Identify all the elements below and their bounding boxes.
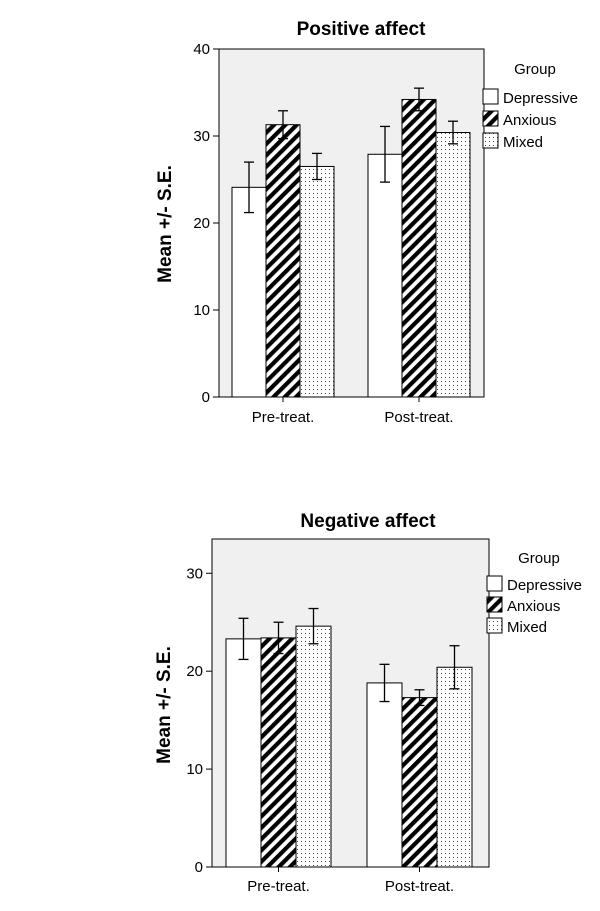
legend-label-mixed: Mixed bbox=[507, 619, 547, 636]
y-tick-label: 0 bbox=[202, 389, 210, 406]
legend-title: Group bbox=[514, 61, 556, 78]
legend-title: Group bbox=[518, 550, 560, 567]
negative-affect-chart: Negative affect Mean +/- S.E. 0 10 20 30 Pr… bbox=[154, 511, 582, 895]
bar-anxious-pre bbox=[265, 124, 301, 398]
bar-mixed-post bbox=[435, 132, 471, 398]
y-tick-label: 10 bbox=[193, 302, 210, 319]
chart-title: Negative affect bbox=[300, 511, 436, 532]
y-tick-label: 30 bbox=[193, 128, 210, 145]
x-axis: Pre-treat. Post-treat. bbox=[247, 867, 454, 895]
positive-affect-chart: Positive affect Mean +/- S.E. 010203040 … bbox=[155, 19, 578, 426]
legend-swatch-mixed bbox=[486, 617, 503, 634]
legend-swatch-depressive bbox=[486, 575, 503, 592]
y-tick-label: 0 bbox=[195, 859, 203, 876]
bar-depressive-pre bbox=[231, 186, 267, 398]
x-tick-label: Pre-treat. bbox=[252, 409, 315, 426]
bar-depressive-post bbox=[366, 682, 403, 868]
legend-swatch-depressive bbox=[482, 88, 499, 105]
x-tick-label: Post-treat. bbox=[384, 409, 453, 426]
y-axis: 0 10 20 30 40 bbox=[193, 41, 219, 406]
legend-swatch-anxious bbox=[482, 110, 499, 127]
legend-swatch-anxious bbox=[486, 596, 503, 613]
legend-label-depressive: Depressive bbox=[507, 577, 582, 594]
y-axis-label: Mean +/- S.E. bbox=[154, 646, 175, 764]
legend: Group Depressive Anxious Mixed bbox=[482, 61, 578, 151]
bar-anxious-post bbox=[401, 98, 437, 398]
bar-depressive-post bbox=[367, 153, 403, 398]
chart-title: Positive affect bbox=[297, 19, 426, 40]
y-axis: 0 10 20 30 bbox=[186, 565, 212, 876]
legend-swatch-mixed bbox=[482, 132, 499, 149]
legend-label-anxious: Anxious bbox=[503, 112, 556, 129]
y-axis-label: Mean +/- S.E. bbox=[155, 165, 176, 283]
y-tick-label: 10 bbox=[186, 761, 203, 778]
legend: Group Depressive Anxious Mixed bbox=[486, 550, 582, 636]
legend-label-depressive: Depressive bbox=[503, 90, 578, 107]
bar-mixed-pre bbox=[295, 625, 332, 868]
bar-anxious-post bbox=[401, 697, 438, 868]
bars-layer bbox=[225, 607, 473, 868]
bars-layer bbox=[231, 87, 471, 398]
y-tick-label: 20 bbox=[186, 663, 203, 680]
legend-label-mixed: Mixed bbox=[503, 134, 543, 151]
bar-anxious-pre bbox=[260, 637, 297, 868]
bar-depressive-pre bbox=[225, 638, 262, 868]
x-tick-label: Pre-treat. bbox=[247, 878, 310, 895]
x-tick-label: Post-treat. bbox=[385, 878, 454, 895]
y-tick-label: 40 bbox=[193, 41, 210, 58]
y-tick-label: 20 bbox=[193, 215, 210, 232]
x-axis: Pre-treat. Post-treat. bbox=[252, 397, 454, 426]
bar-mixed-pre bbox=[299, 165, 335, 398]
legend-label-anxious: Anxious bbox=[507, 598, 560, 615]
bar-mixed-post bbox=[436, 666, 473, 868]
y-tick-label: 30 bbox=[186, 565, 203, 582]
